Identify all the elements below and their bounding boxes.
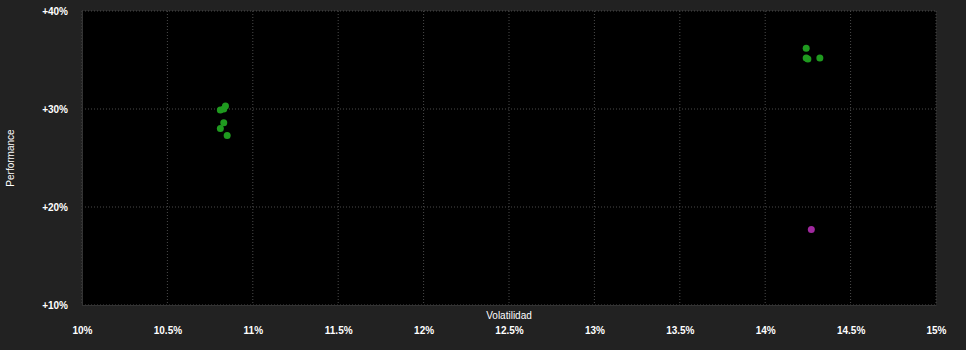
tick: 14.5% (837, 305, 865, 336)
point (808, 226, 815, 233)
points (217, 45, 824, 233)
tick-label: +30% (42, 104, 68, 115)
plot-area (82, 11, 936, 305)
tick: +40% (42, 6, 82, 17)
tick: 11.5% (325, 305, 353, 336)
tick: 10.5% (154, 305, 182, 336)
grid-line-x (509, 11, 510, 305)
chart: 10% 10.5% 11% 11.5% 12% 12.5% 13% 13.5% 14% 14.5%… (0, 0, 966, 350)
axis-line (83, 305, 937, 306)
x-axis: 10% 10.5% 11% 11.5% 12% 12.5% 13% 13.5% 14% 14.5%… (72, 305, 946, 336)
grid-line-x (338, 11, 339, 305)
y-axis: +10% +20% +30% +40% (42, 6, 82, 311)
point (816, 55, 823, 62)
tick-label: +20% (42, 202, 68, 213)
grid-line-x (167, 11, 168, 305)
point (803, 45, 810, 52)
tick-label: 11% (244, 325, 264, 336)
y-axis-title: Performance (5, 129, 16, 187)
tick-label: 14% (756, 325, 776, 336)
tick-label: +40% (42, 6, 68, 17)
tick: 13% (585, 305, 605, 336)
grid-line-x (594, 11, 595, 305)
tick-label: 14.5% (837, 325, 865, 336)
x-axis-title: Volatilidad (486, 310, 532, 321)
grid-line-y (82, 11, 936, 12)
plot: 10% 10.5% 11% 11.5% 12% 12.5% 13% 13.5% 14% 14.5%… (42, 6, 946, 336)
grid-line-y (82, 305, 936, 306)
point (217, 125, 224, 132)
tick: 13.5% (666, 305, 694, 336)
tick: +20% (42, 202, 82, 213)
grid-line-x (82, 11, 83, 305)
tick-label: 12% (414, 325, 434, 336)
tick-label: 15% (926, 325, 946, 336)
point (803, 55, 810, 62)
grid-line-x (765, 11, 766, 305)
tick-label: 13.5% (666, 325, 694, 336)
tick: +10% (42, 300, 82, 311)
tick: 12% (414, 305, 434, 336)
tick-label: 11.5% (325, 325, 353, 336)
tick: 11% (244, 305, 264, 336)
grid-line-x (252, 11, 253, 305)
tick-label: 10.5% (154, 325, 182, 336)
point (220, 106, 227, 113)
tick-label: 13% (585, 325, 605, 336)
grid-line-y (82, 207, 936, 208)
grid-line-x (679, 11, 680, 305)
point (220, 119, 227, 126)
background (0, 0, 966, 350)
point (224, 132, 231, 139)
tick: 14% (756, 305, 776, 336)
axis-line (82, 12, 83, 306)
tick-label: +10% (42, 300, 68, 311)
tick-label: 10% (72, 325, 92, 336)
grid-line-y (82, 109, 936, 110)
grid-line-x (850, 11, 851, 305)
grid-line-x (936, 11, 937, 305)
tick: 15% (926, 305, 946, 336)
tick: +30% (42, 104, 82, 115)
grid (82, 11, 936, 305)
tick: 10% (72, 305, 92, 336)
tick-label: 12.5% (495, 325, 523, 336)
grid-line-x (423, 11, 424, 305)
